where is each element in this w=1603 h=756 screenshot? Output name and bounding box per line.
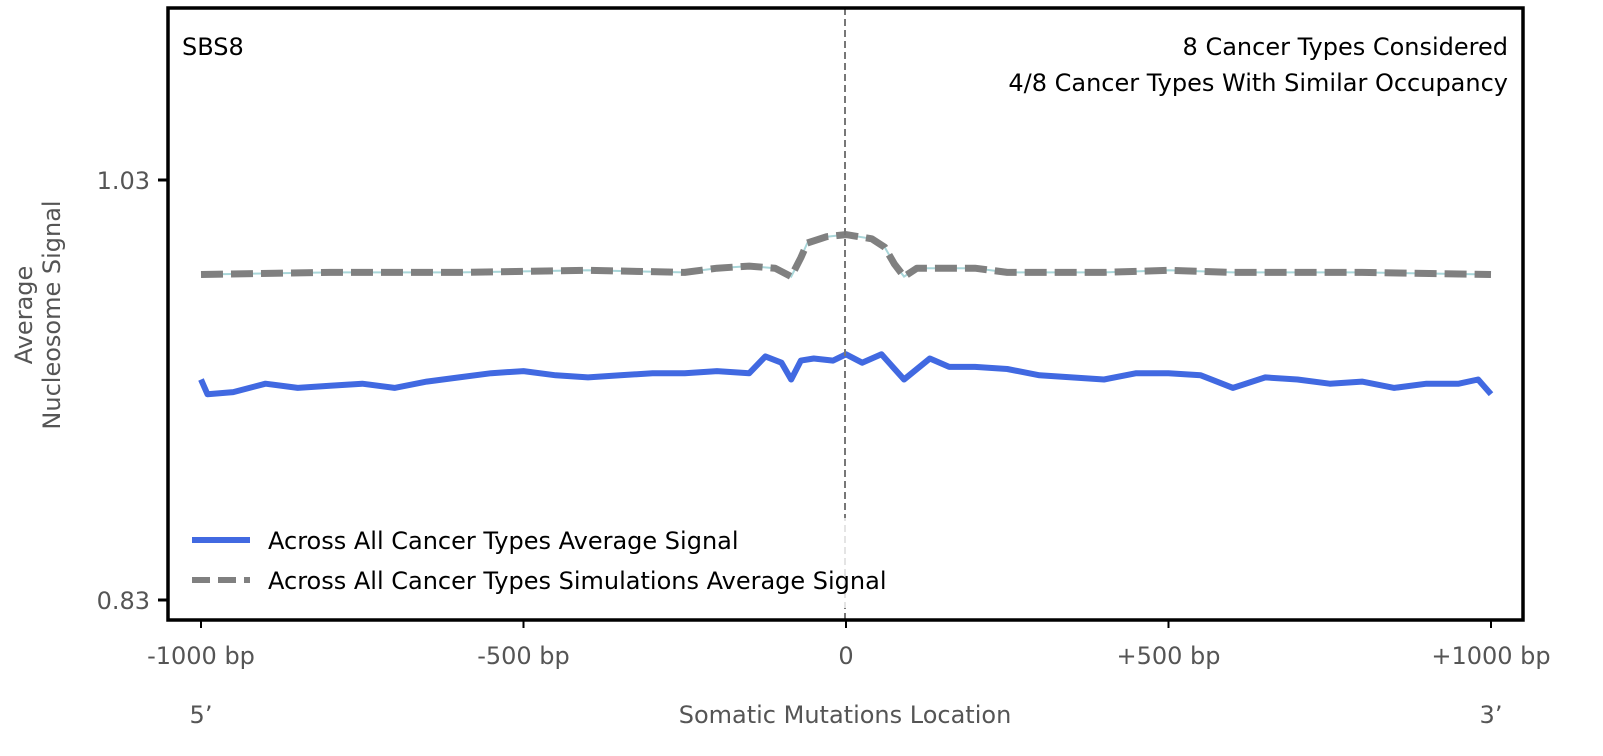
annotation-similar-occupancy: 4/8 Cancer Types With Similar Occupancy <box>1008 69 1508 97</box>
legend-label-observed: Across All Cancer Types Average Signal <box>268 527 739 555</box>
series-line-simulated <box>200 231 1492 281</box>
x-axis-label: Somatic Mutations Location <box>679 701 1012 729</box>
ticks-layer: -1000 bp -500 bp 0 +500 bp +1000 bp 1.03 0.83 <box>97 167 1551 670</box>
x-tick-label: -1000 bp <box>147 642 255 670</box>
chart-title: SBS8 <box>182 33 244 61</box>
y-axis-label-line2: Nucleosome Signal <box>38 200 66 429</box>
five-prime-label: 5’ <box>190 701 213 729</box>
x-tick-label: +500 bp <box>1116 642 1220 670</box>
y-axis-label-line1: Average <box>10 266 38 365</box>
series-layer <box>198 231 1494 398</box>
series-line-observed <box>198 351 1494 398</box>
legend: Across All Cancer Types Average Signal A… <box>188 518 988 608</box>
three-prime-label: 3’ <box>1480 701 1503 729</box>
x-tick-label: -500 bp <box>477 642 570 670</box>
y-tick-label: 1.03 <box>97 167 150 195</box>
annotation-cancer-types: 8 Cancer Types Considered <box>1183 33 1508 61</box>
y-tick-label: 0.83 <box>97 587 150 615</box>
x-tick-label: +1000 bp <box>1431 642 1550 670</box>
legend-label-simulated: Across All Cancer Types Simulations Aver… <box>268 567 887 595</box>
x-tick-label: 0 <box>838 642 853 670</box>
